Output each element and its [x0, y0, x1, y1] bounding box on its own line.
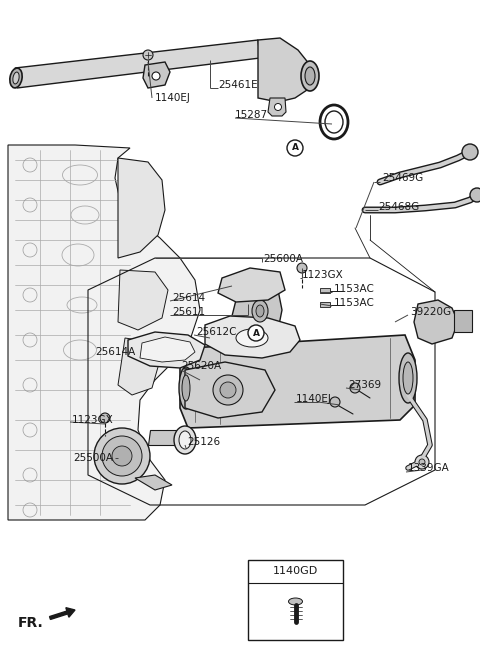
Circle shape [287, 140, 303, 156]
Polygon shape [118, 158, 165, 258]
Bar [320, 288, 330, 293]
Ellipse shape [213, 375, 243, 405]
Text: 25469G: 25469G [382, 173, 423, 183]
Text: 25614: 25614 [172, 293, 205, 303]
Text: 25614A: 25614A [95, 347, 135, 357]
Ellipse shape [174, 426, 196, 454]
Circle shape [275, 104, 281, 110]
Text: 25612C: 25612C [196, 327, 237, 337]
Polygon shape [128, 332, 205, 368]
Ellipse shape [179, 367, 193, 409]
Circle shape [100, 413, 110, 423]
Text: FR.: FR. [18, 616, 44, 630]
Text: 1140EJ: 1140EJ [155, 93, 191, 103]
Ellipse shape [236, 329, 268, 347]
Polygon shape [140, 337, 195, 362]
Text: 15287: 15287 [235, 110, 268, 120]
Polygon shape [118, 270, 168, 330]
Polygon shape [118, 338, 160, 395]
Circle shape [462, 144, 478, 160]
Text: 1153AC: 1153AC [334, 298, 375, 308]
Circle shape [297, 263, 307, 273]
Ellipse shape [288, 598, 302, 605]
Polygon shape [232, 285, 282, 338]
Ellipse shape [252, 300, 268, 322]
Polygon shape [268, 98, 286, 116]
Text: 25461E: 25461E [218, 80, 258, 90]
Circle shape [143, 50, 153, 60]
Text: A: A [252, 328, 260, 338]
Polygon shape [135, 475, 172, 490]
Bar [320, 302, 330, 307]
Polygon shape [218, 268, 285, 302]
Polygon shape [143, 62, 170, 88]
Circle shape [470, 188, 480, 202]
FancyArrow shape [49, 608, 75, 620]
Ellipse shape [13, 72, 19, 84]
Circle shape [152, 72, 160, 80]
Text: 27369: 27369 [348, 380, 381, 390]
Text: 25500A: 25500A [73, 453, 113, 463]
Ellipse shape [179, 431, 191, 449]
Text: 25126: 25126 [187, 437, 220, 447]
Text: 1153AC: 1153AC [334, 284, 375, 294]
Polygon shape [148, 430, 185, 445]
Circle shape [102, 436, 142, 476]
Text: A: A [291, 143, 299, 152]
Ellipse shape [399, 353, 417, 403]
Circle shape [330, 397, 340, 407]
Circle shape [94, 428, 150, 484]
Circle shape [112, 446, 132, 466]
Polygon shape [8, 145, 200, 520]
Text: 1140EJ: 1140EJ [296, 394, 332, 404]
Text: 25600A: 25600A [263, 254, 303, 264]
Circle shape [350, 383, 360, 393]
Text: 25468G: 25468G [378, 202, 419, 212]
Text: 25611: 25611 [172, 307, 205, 317]
Circle shape [415, 455, 429, 469]
Ellipse shape [182, 375, 190, 401]
Circle shape [419, 459, 425, 465]
Polygon shape [180, 335, 415, 428]
Text: 1123GX: 1123GX [302, 270, 344, 280]
Bar [248, 560, 343, 640]
Text: 1339GA: 1339GA [408, 463, 450, 473]
Ellipse shape [403, 362, 413, 394]
Circle shape [248, 325, 264, 341]
Text: 25620A: 25620A [181, 361, 221, 371]
Text: 39220G: 39220G [410, 307, 451, 317]
Ellipse shape [301, 61, 319, 91]
Polygon shape [185, 362, 275, 418]
Ellipse shape [256, 305, 264, 317]
Polygon shape [15, 40, 260, 88]
Ellipse shape [305, 67, 315, 85]
Text: 1140GD: 1140GD [273, 566, 318, 576]
Polygon shape [258, 38, 310, 102]
Text: 1123GX: 1123GX [72, 415, 114, 425]
Ellipse shape [220, 382, 236, 398]
Ellipse shape [10, 68, 22, 88]
Bar [454, 310, 472, 332]
Polygon shape [414, 300, 458, 344]
Polygon shape [205, 316, 300, 358]
